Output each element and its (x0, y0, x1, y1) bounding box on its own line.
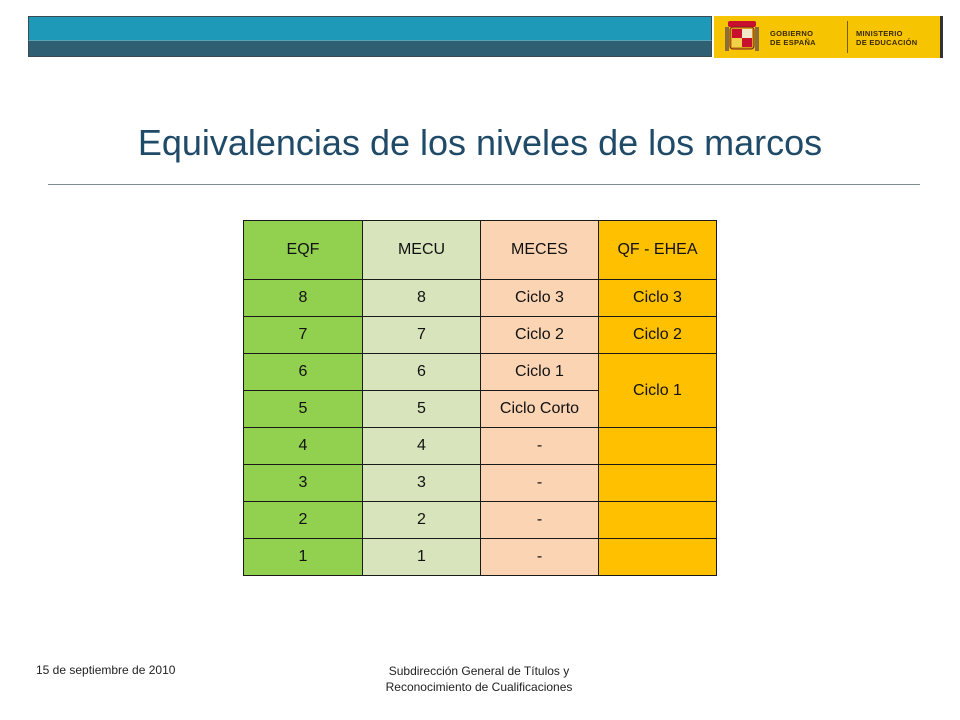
cell-eqf: 7 (243, 316, 363, 354)
footer-organization: Subdirección General de Títulos y Recono… (356, 663, 602, 695)
cell-mecu: 2 (362, 501, 481, 539)
cell-mecu: 6 (362, 353, 481, 391)
cell-qf-ehea (598, 501, 717, 539)
header-mecu: MECU (362, 220, 481, 280)
cell-mecu: 1 (362, 538, 481, 576)
cell-qf-ehea (598, 464, 717, 502)
equivalence-table: EQF MECU MECES QF - EHEA 8 8 Ciclo 3 Cic… (243, 220, 717, 576)
cell-qf-ehea: Ciclo 2 (598, 316, 717, 354)
header-banner: GOBIERNO DE ESPAÑA MINISTERIO DE EDUCACI… (28, 16, 943, 58)
logo-text-gobierno: GOBIERNO DE ESPAÑA (770, 29, 816, 47)
header-eqf: EQF (243, 220, 363, 280)
table-row: 8 8 Ciclo 3 Ciclo 3 (243, 279, 717, 317)
logo-edge (940, 16, 943, 58)
cell-mecu: 3 (362, 464, 481, 502)
cell-eqf: 1 (243, 538, 363, 576)
logo-text-ministerio: MINISTERIO DE EDUCACIÓN (856, 29, 918, 47)
cell-eqf: 2 (243, 501, 363, 539)
table-row: 3 3 - (243, 464, 717, 502)
cell-meces: Ciclo Corto (480, 390, 599, 428)
cell-qf-ehea: Ciclo 3 (598, 279, 717, 317)
footer-org-line-2: Reconocimiento de Cualificaciones (385, 680, 573, 694)
footer-org-line-1: Subdirección General de Títulos y (388, 664, 570, 678)
slide-title: Equivalencias de los niveles de los marc… (137, 122, 823, 163)
header-qf-ehea: QF - EHEA (598, 220, 717, 280)
cell-eqf: 3 (243, 464, 363, 502)
table-row: 5 5 Ciclo Corto (243, 390, 717, 428)
cell-eqf: 8 (243, 279, 363, 317)
cell-mecu: 7 (362, 316, 481, 354)
cell-meces: - (480, 464, 599, 502)
banner-bar-bottom (28, 40, 712, 57)
cell-meces: Ciclo 1 (480, 353, 599, 391)
government-logo: GOBIERNO DE ESPAÑA MINISTERIO DE EDUCACI… (712, 16, 943, 58)
cell-meces: - (480, 538, 599, 576)
cell-eqf: 6 (243, 353, 363, 391)
cell-qf-ehea-merged: Ciclo 1 (598, 353, 717, 428)
table-row: 7 7 Ciclo 2 Ciclo 2 (243, 316, 717, 354)
footer-date: 15 de septiembre de 2010 (36, 663, 176, 677)
cell-eqf: 4 (243, 427, 363, 465)
table-row: 1 1 - (243, 538, 717, 576)
header-meces: MECES (480, 220, 599, 280)
title-divider (48, 184, 920, 185)
cell-meces: Ciclo 2 (480, 316, 599, 354)
cell-mecu: 5 (362, 390, 481, 428)
table-row: 6 6 Ciclo 1 Ciclo 1 (243, 353, 717, 428)
banner-bar-top (28, 16, 712, 40)
table-row: 4 4 - (243, 427, 717, 465)
cell-mecu: 4 (362, 427, 481, 465)
cell-meces: - (480, 501, 599, 539)
table-row: 2 2 - (243, 501, 717, 539)
cell-eqf: 5 (243, 390, 363, 428)
coat-of-arms-icon (725, 21, 759, 51)
table-header-row: EQF MECU MECES QF - EHEA (243, 220, 717, 280)
logo-divider (847, 21, 848, 53)
cell-qf-ehea (598, 538, 717, 576)
cell-qf-ehea (598, 427, 717, 465)
cell-meces: - (480, 427, 599, 465)
cell-mecu: 8 (362, 279, 481, 317)
cell-meces: Ciclo 3 (480, 279, 599, 317)
